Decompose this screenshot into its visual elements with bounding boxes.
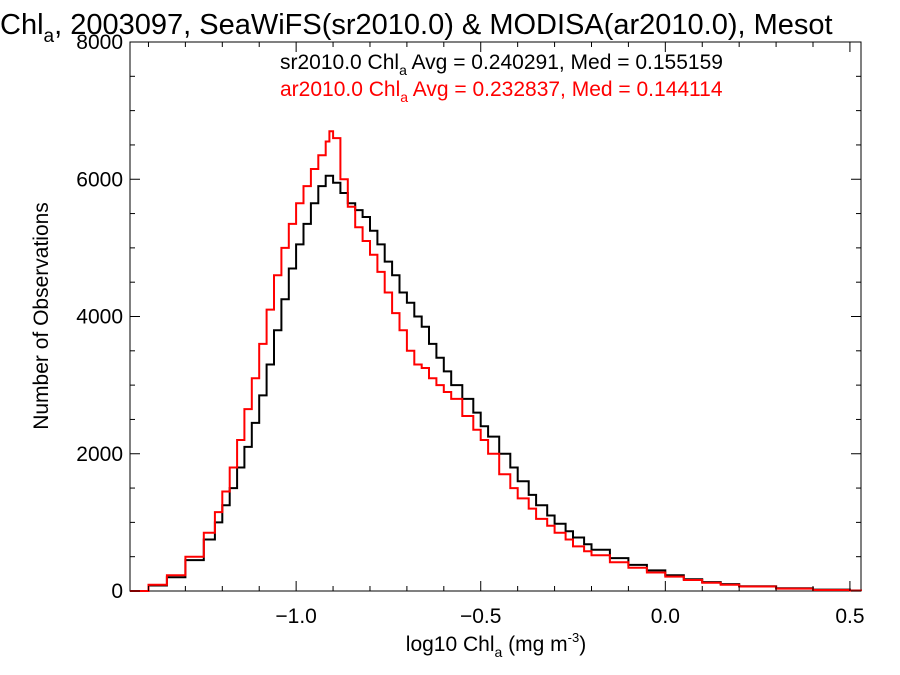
series-layer [130, 130, 862, 592]
plot-frame [129, 41, 862, 592]
axis-ticks [130, 41, 861, 592]
axis-tick-labels: −1.0 −0.5 0.0 0.5 0 2000 4000 6000 8000 [76, 31, 864, 628]
y-tick-label: 8000 [76, 31, 123, 54]
series-line-0 [130, 174, 862, 592]
y-tick-label: 6000 [76, 168, 123, 191]
y-tick-label: 2000 [76, 443, 123, 466]
legend-entry-ar2010: ar2010.0 Chla Avg = 0.232837, Med = 0.14… [280, 78, 723, 105]
x-tick-label: 0.5 [835, 605, 864, 628]
y-tick-label: 4000 [76, 306, 123, 329]
chart-title: Chla, 2003097, SeaWiFS(sr2010.0) & MODIS… [0, 9, 833, 47]
legend-entry-sr2010: sr2010.0 Chla Avg = 0.240291, Med = 0.15… [280, 51, 723, 78]
y-tick-label: 0 [111, 580, 123, 603]
x-tick-label: 0.0 [651, 605, 680, 628]
x-tick-label: −0.5 [460, 605, 501, 628]
y-axis-label: Number of Observations [30, 202, 53, 430]
series-line-1 [130, 130, 862, 592]
x-tick-label: −1.0 [275, 605, 316, 628]
x-axis-label: log10 Chla (mg m-3) [406, 630, 586, 660]
